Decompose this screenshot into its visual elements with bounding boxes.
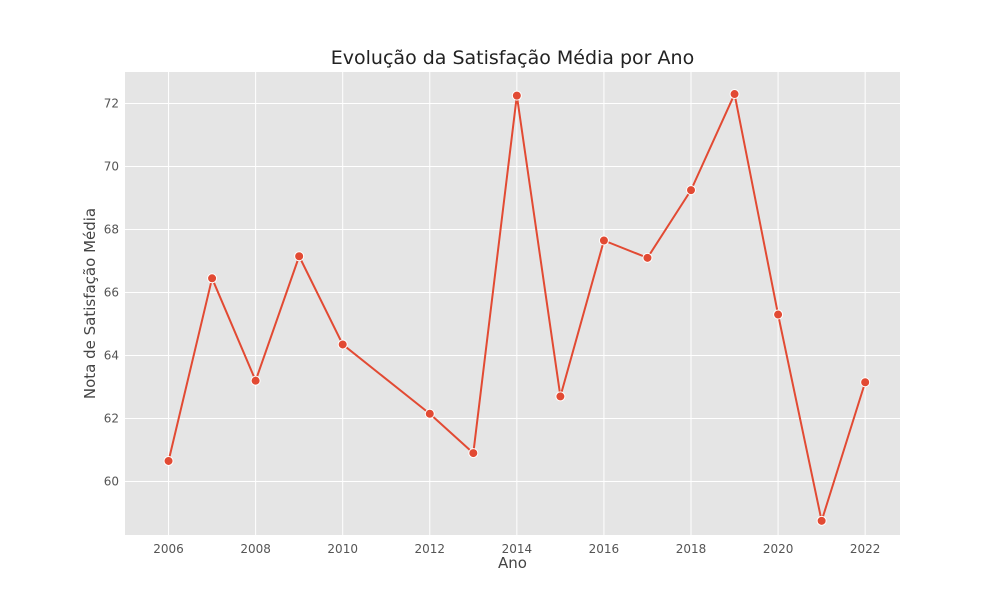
data-point xyxy=(555,391,566,402)
y-tick-label: 72 xyxy=(104,96,119,110)
y-tick-label: 66 xyxy=(104,285,119,299)
data-point xyxy=(163,455,174,466)
x-tick-label: 2022 xyxy=(850,542,881,556)
x-tick-label: 2010 xyxy=(327,542,358,556)
x-tick-label: 2012 xyxy=(415,542,446,556)
data-point xyxy=(642,252,653,263)
data-point xyxy=(816,515,827,526)
y-tick-label: 60 xyxy=(104,474,119,488)
data-point xyxy=(250,375,261,386)
x-tick-label: 2014 xyxy=(502,542,533,556)
plot-area xyxy=(125,72,900,535)
x-tick-label: 2020 xyxy=(763,542,794,556)
grid xyxy=(125,72,900,535)
y-tick-label: 70 xyxy=(104,159,119,173)
x-axis-ticks: 2006 2008 2010 2012 2014 2016 2018 2020 2022 xyxy=(153,542,880,556)
data-point xyxy=(511,90,522,101)
data-point xyxy=(294,251,305,262)
y-tick-label: 62 xyxy=(104,411,119,425)
data-point xyxy=(424,408,435,419)
y-tick-label: 64 xyxy=(104,348,119,362)
x-tick-label: 2008 xyxy=(240,542,271,556)
data-point xyxy=(729,89,740,100)
data-point xyxy=(686,185,697,196)
series-layer xyxy=(163,89,871,526)
data-point xyxy=(468,448,479,459)
data-point xyxy=(598,235,609,246)
data-point xyxy=(773,309,784,320)
y-tick-label: 68 xyxy=(104,222,119,236)
chart-title: Evolução da Satisfação Média por Ano xyxy=(331,47,694,69)
series-line xyxy=(167,93,867,522)
data-point xyxy=(207,273,218,284)
y-axis-ticks: 60 62 64 66 68 70 72 xyxy=(104,96,119,488)
x-axis-label: Ano xyxy=(498,554,527,572)
x-tick-label: 2016 xyxy=(589,542,620,556)
y-axis-label: Nota de Satisfação Média xyxy=(81,208,99,399)
data-point xyxy=(337,339,348,350)
x-tick-label: 2006 xyxy=(153,542,184,556)
x-tick-label: 2018 xyxy=(676,542,707,556)
data-point xyxy=(860,377,871,388)
